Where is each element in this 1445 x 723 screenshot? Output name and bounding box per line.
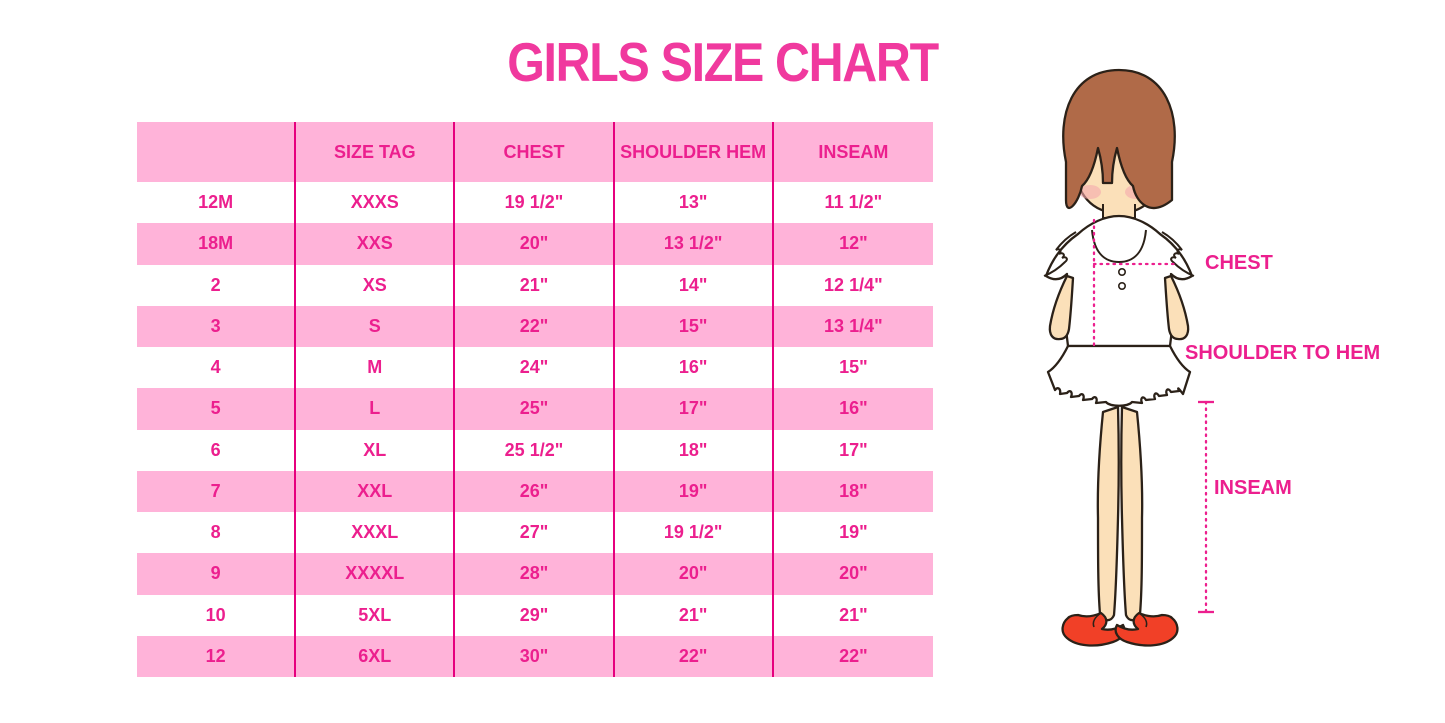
svg-text:SHOULDER TO HEM: SHOULDER TO HEM (1185, 342, 1380, 364)
svg-text:INSEAM: INSEAM (1214, 477, 1292, 499)
svg-text:CHEST: CHEST (1205, 252, 1273, 274)
